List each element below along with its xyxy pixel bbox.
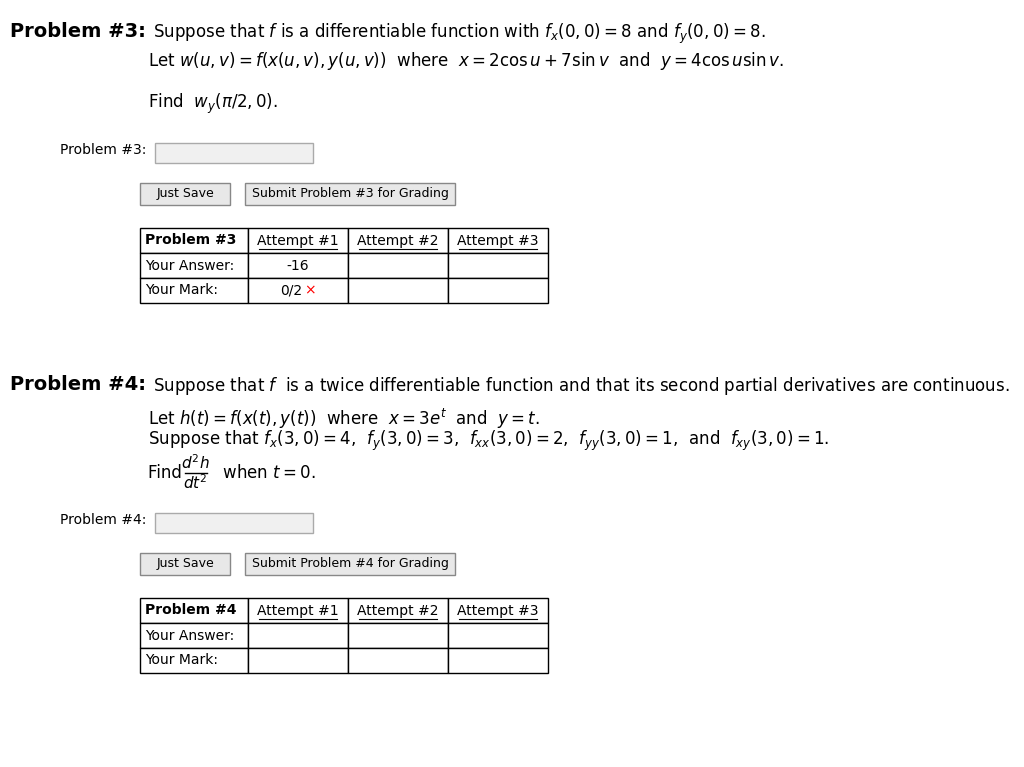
- Bar: [140, 648, 248, 673]
- Text: $dt^2$: $dt^2$: [182, 474, 207, 492]
- Text: Suppose that $f_x(3,0) = 4$,  $f_y(3,0) = 3$,  $f_{xx}(3,0) = 2$,  $f_{yy}(3,0) : Suppose that $f_x(3,0) = 4$, $f_y(3,0) =…: [148, 429, 829, 453]
- Text: Submit Problem #4 for Grading: Submit Problem #4 for Grading: [252, 558, 449, 571]
- Bar: [449, 228, 548, 253]
- Text: 0/2: 0/2: [280, 284, 302, 298]
- Bar: [140, 228, 248, 253]
- Text: Attempt #1: Attempt #1: [257, 604, 339, 617]
- Text: Suppose that $f$ is a differentiable function with $f_x(0,0) = 8$ and $f_y(0,0) : Suppose that $f$ is a differentiable fun…: [148, 22, 766, 46]
- Text: ×: ×: [304, 284, 315, 298]
- Text: Let $w(u, v) = f(x(u, v), y(u, v))$  where  $x = 2\cos u + 7\sin v$  and  $y = 4: Let $w(u, v) = f(x(u, v), y(u, v))$ wher…: [148, 50, 784, 72]
- Text: Attempt #2: Attempt #2: [357, 233, 438, 248]
- Text: Problem #3:: Problem #3:: [60, 143, 146, 157]
- Text: Your Answer:: Your Answer:: [145, 628, 234, 643]
- Bar: [348, 228, 449, 253]
- Bar: [348, 623, 449, 648]
- Text: Problem #3: Problem #3: [145, 233, 237, 248]
- Bar: [348, 598, 449, 623]
- FancyBboxPatch shape: [140, 183, 230, 205]
- Text: Problem #4:: Problem #4:: [60, 513, 146, 527]
- Text: Find: Find: [148, 464, 193, 482]
- Text: Submit Problem #3 for Grading: Submit Problem #3 for Grading: [252, 187, 449, 200]
- Bar: [140, 278, 248, 303]
- Bar: [248, 278, 348, 303]
- Text: Let $h(t) = f(x(t), y(t))$  where  $x = 3e^t$  and  $y = t$.: Let $h(t) = f(x(t), y(t))$ where $x = 3e…: [148, 407, 540, 431]
- Text: Your Answer:: Your Answer:: [145, 258, 234, 272]
- FancyBboxPatch shape: [245, 553, 455, 575]
- Text: when $t = 0$.: when $t = 0$.: [212, 464, 315, 482]
- Bar: [449, 598, 548, 623]
- Text: Your Mark:: Your Mark:: [145, 653, 218, 667]
- FancyBboxPatch shape: [155, 143, 313, 163]
- FancyBboxPatch shape: [245, 183, 455, 205]
- FancyBboxPatch shape: [140, 553, 230, 575]
- Text: Your Mark:: Your Mark:: [145, 284, 218, 298]
- Bar: [248, 253, 348, 278]
- Bar: [248, 598, 348, 623]
- Bar: [449, 623, 548, 648]
- Bar: [248, 623, 348, 648]
- Text: Just Save: Just Save: [156, 187, 214, 200]
- Text: Attempt #2: Attempt #2: [357, 604, 438, 617]
- Text: Problem #4: Problem #4: [145, 604, 237, 617]
- Bar: [348, 278, 449, 303]
- Text: Just Save: Just Save: [156, 558, 214, 571]
- FancyBboxPatch shape: [155, 513, 313, 533]
- Text: Suppose that $f$  is a twice differentiable function and that its second partial: Suppose that $f$ is a twice differentiab…: [148, 375, 1010, 397]
- Text: Attempt #3: Attempt #3: [458, 233, 539, 248]
- Bar: [348, 253, 449, 278]
- Bar: [248, 648, 348, 673]
- Text: -16: -16: [287, 258, 309, 272]
- Text: Problem #3:: Problem #3:: [10, 22, 145, 41]
- Bar: [449, 648, 548, 673]
- Text: $d^2h$: $d^2h$: [180, 453, 209, 472]
- Text: Attempt #3: Attempt #3: [458, 604, 539, 617]
- Bar: [449, 278, 548, 303]
- Bar: [449, 253, 548, 278]
- Bar: [348, 648, 449, 673]
- Bar: [140, 253, 248, 278]
- Text: Find  $w_y(\pi/2, 0)$.: Find $w_y(\pi/2, 0)$.: [148, 92, 278, 116]
- Bar: [140, 598, 248, 623]
- Bar: [248, 228, 348, 253]
- Text: Attempt #1: Attempt #1: [257, 233, 339, 248]
- Text: Problem #4:: Problem #4:: [10, 375, 146, 394]
- Bar: [140, 623, 248, 648]
